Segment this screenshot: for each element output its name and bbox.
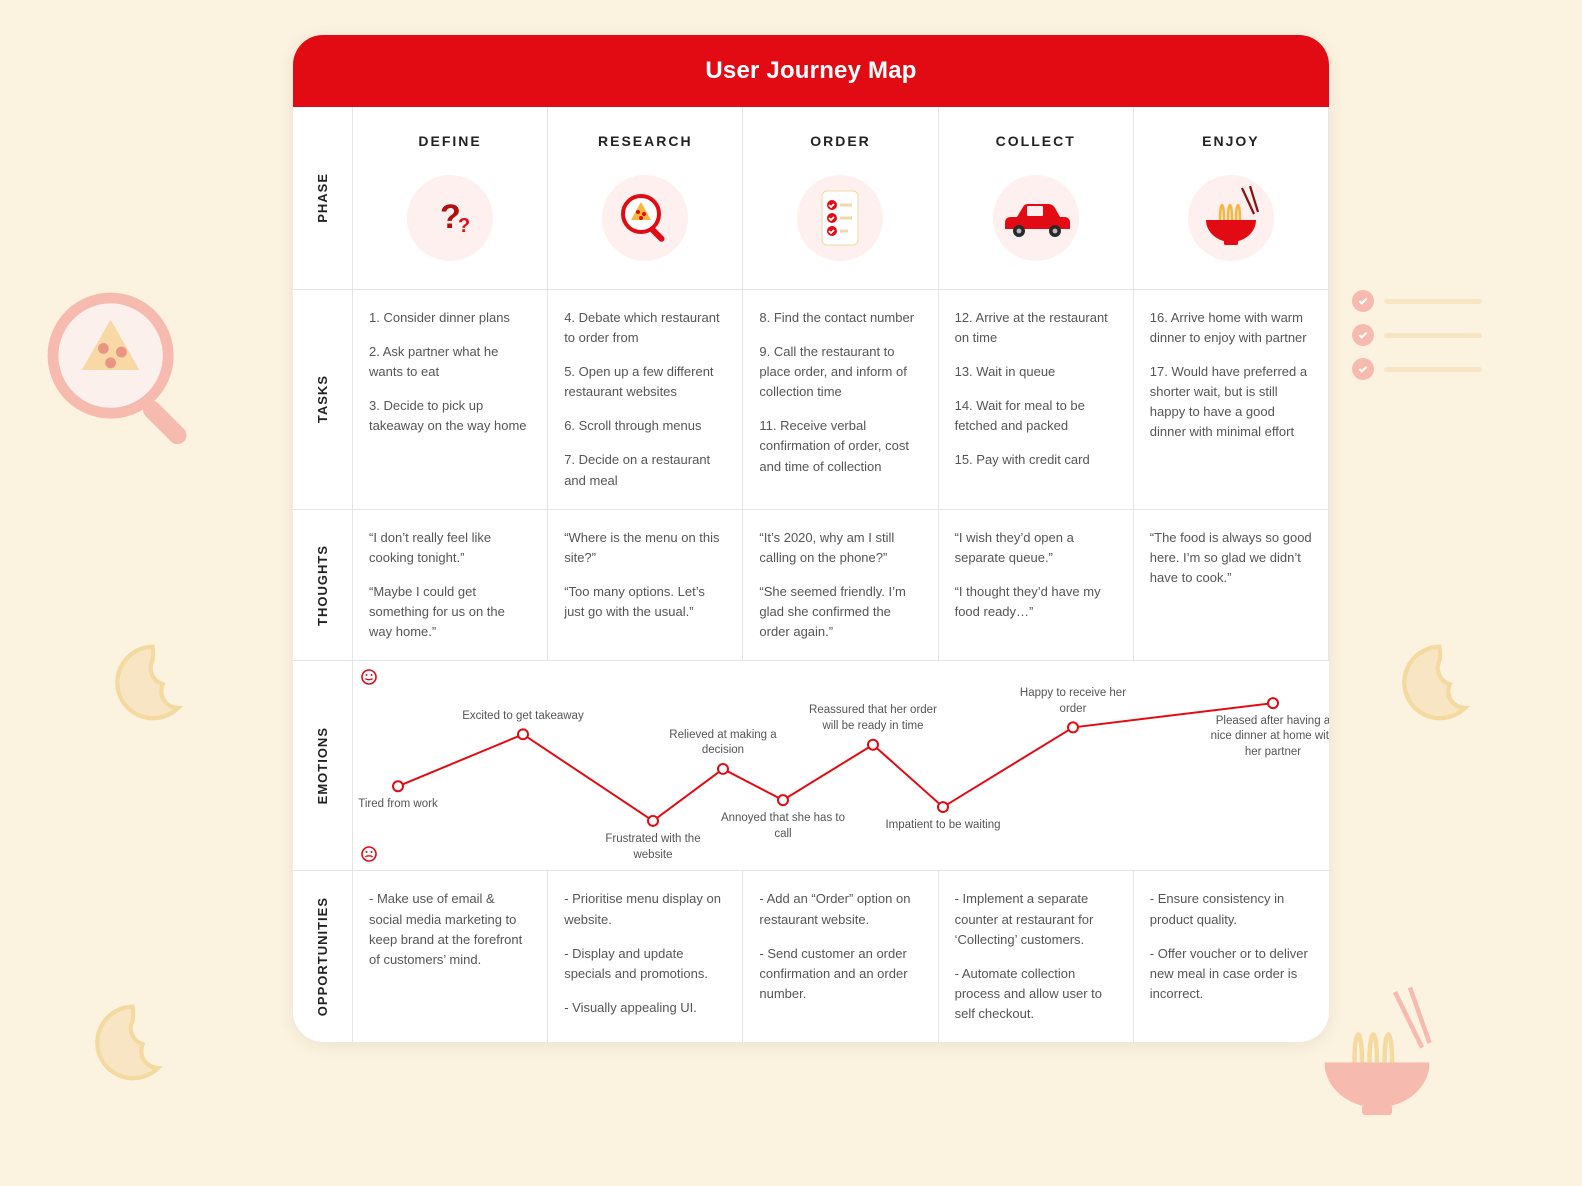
phase-title: RESEARCH [558, 131, 732, 153]
emotion-label: Relieved at making a decision [658, 728, 788, 759]
magnifier-pizza-icon [602, 175, 688, 261]
tasks-enjoy: 16. Arrive home with warm dinner to enjo… [1134, 290, 1329, 510]
noodle-bowl-icon [1188, 175, 1274, 261]
card-title: User Journey Map [293, 35, 1329, 107]
opps-define: - Make use of email & social media marke… [353, 871, 548, 1042]
cell-item: - Display and update specials and promot… [564, 944, 726, 984]
emotion-label: Impatient to be waiting [878, 818, 1008, 834]
question-icon: ? ? [407, 175, 493, 261]
phase-title: ORDER [753, 131, 927, 153]
bg-checklist-icon [1352, 290, 1482, 392]
cell-item: “Maybe I could get something for us on t… [369, 582, 531, 642]
cell-item: 12. Arrive at the restaurant on time [955, 308, 1117, 348]
cell-item: - Visually appealing UI. [564, 998, 726, 1018]
cell-item: - Prioritise menu display on website. [564, 889, 726, 929]
svg-text:?: ? [458, 215, 470, 237]
cell-item: 6. Scroll through menus [564, 416, 726, 436]
phase-col-research: RESEARCH [548, 107, 743, 290]
cell-item: - Make use of email & social media marke… [369, 889, 531, 970]
cell-item: 1. Consider dinner plans [369, 308, 531, 328]
emotion-label: Happy to receive her order [1008, 686, 1138, 717]
thoughts-research: “Where is the menu on this site?” “Too ma… [548, 510, 743, 662]
cell-item: 3. Decide to pick up takeaway on the way… [369, 396, 531, 436]
row-label-opportunities: OPPORTUNITIES [293, 871, 353, 1042]
cell-item: 15. Pay with credit card [955, 450, 1117, 470]
phase-title: DEFINE [363, 131, 537, 153]
journey-map-card: User Journey Map PHASE DEFINE ? ? RESEAR… [293, 35, 1329, 1042]
thoughts-order: “It’s 2020, why am I still calling on th… [743, 510, 938, 662]
emotion-label: Pleased after having a nice dinner at ho… [1208, 714, 1329, 761]
cell-item: 5. Open up a few different restaurant we… [564, 362, 726, 402]
thoughts-enjoy: “The food is always so good here. I’m so… [1134, 510, 1329, 662]
cell-item: 13. Wait in queue [955, 362, 1117, 382]
tasks-define: 1. Consider dinner plans 2. Ask partner w… [353, 290, 548, 510]
cell-item: “I wish they’d open a separate queue.” [955, 528, 1117, 568]
phase-col-define: DEFINE ? ? [353, 107, 548, 290]
cell-item: - Ensure consistency in product quality. [1150, 889, 1313, 929]
row-label-phase: PHASE [293, 107, 353, 290]
tasks-research: 4. Debate which restaurant to order from… [548, 290, 743, 510]
emotion-label: Excited to get takeaway [458, 709, 588, 725]
cell-item: 2. Ask partner what he wants to eat [369, 342, 531, 382]
cell-item: 17. Would have preferred a shorter wait,… [1150, 362, 1312, 443]
cell-item: “Too many options. Let’s just go with th… [564, 582, 726, 622]
row-label-emotions: EMOTIONS [293, 661, 353, 871]
cell-item: 11. Receive verbal confirmation of order… [759, 416, 921, 476]
cell-item: 9. Call the restaurant to place order, a… [759, 342, 921, 402]
cell-item: 7. Decide on a restaurant and meal [564, 450, 726, 490]
phase-title: ENJOY [1144, 131, 1318, 153]
emotions-chart: Tired from workExcited to get takeawayFr… [353, 661, 1329, 871]
row-label-tasks: TASKS [293, 290, 353, 510]
cell-item: “Where is the menu on this site?” [564, 528, 726, 568]
opps-research: - Prioritise menu display on website. - D… [548, 871, 743, 1042]
bg-cookie-icon [110, 640, 195, 725]
cell-item: 8. Find the contact number [759, 308, 921, 328]
cell-item: - Add an “Order” option on restaurant we… [759, 889, 921, 929]
bg-cookie-icon [90, 1000, 175, 1085]
phase-col-collect: COLLECT [939, 107, 1134, 290]
bg-cookie-icon [1397, 640, 1482, 725]
cell-item: - Automate collection process and allow … [955, 964, 1117, 1024]
cell-item: “I thought they’d have my food ready…” [955, 582, 1117, 622]
cell-item: - Send customer an order confirmation an… [759, 944, 921, 1004]
emotion-label: Reassured that her order will be ready i… [808, 703, 938, 734]
phase-col-order: ORDER [743, 107, 938, 290]
cell-item: 4. Debate which restaurant to order from [564, 308, 726, 348]
emotion-label: Tired from work [333, 797, 463, 813]
cell-item: “I don’t really feel like cooking tonigh… [369, 528, 531, 568]
cell-item: - Implement a separate counter at restau… [955, 889, 1117, 949]
emotion-label: Annoyed that she has to call [718, 811, 848, 842]
cell-item: “She seemed friendly. I’m glad she confi… [759, 582, 921, 642]
cell-item: 14. Wait for meal to be fetched and pack… [955, 396, 1117, 436]
emotion-label: Frustrated with the website [588, 832, 718, 863]
opps-collect: - Implement a separate counter at restau… [939, 871, 1134, 1042]
opps-enjoy: - Ensure consistency in product quality.… [1134, 871, 1329, 1042]
cell-item: “The food is always so good here. I’m so… [1150, 528, 1312, 588]
tasks-collect: 12. Arrive at the restaurant on time 13. … [939, 290, 1134, 510]
car-icon [993, 175, 1079, 261]
cell-item: - Offer voucher or to deliver new meal i… [1150, 944, 1313, 1004]
phase-col-enjoy: ENJOY [1134, 107, 1329, 290]
opps-order: - Add an “Order” option on restaurant we… [743, 871, 938, 1042]
tasks-order: 8. Find the contact number 9. Call the re… [743, 290, 938, 510]
thoughts-collect: “I wish they’d open a separate queue.” “I… [939, 510, 1134, 662]
checklist-icon [797, 175, 883, 261]
thoughts-define: “I don’t really feel like cooking tonigh… [353, 510, 548, 662]
phase-title: COLLECT [949, 131, 1123, 153]
bg-magnifier-icon [35, 280, 215, 460]
cell-item: “It’s 2020, why am I still calling on th… [759, 528, 921, 568]
cell-item: 16. Arrive home with warm dinner to enjo… [1150, 308, 1312, 348]
row-label-thoughts: THOUGHTS [293, 510, 353, 662]
